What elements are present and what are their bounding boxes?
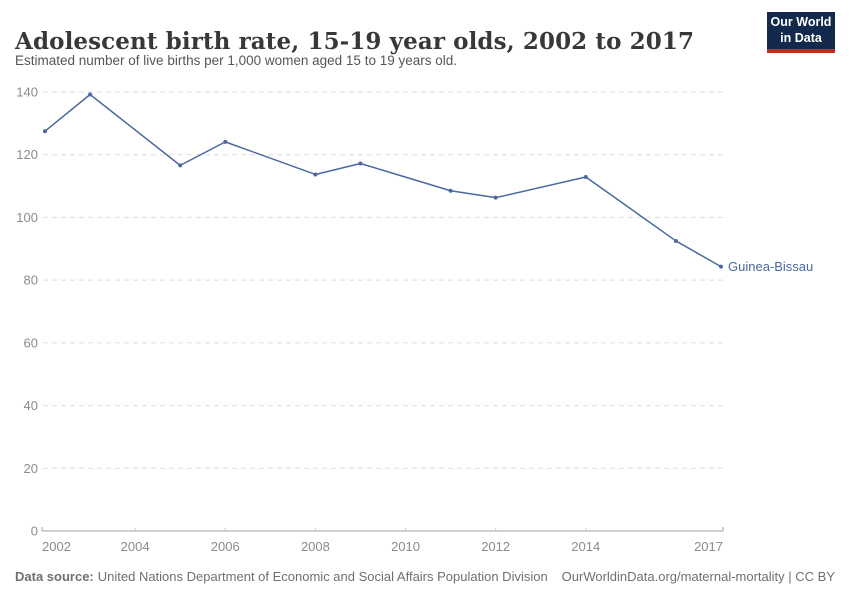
data-point-marker — [673, 238, 678, 243]
data-point-marker — [493, 195, 498, 200]
data-point-marker — [448, 188, 453, 193]
x-tick-label: 2014 — [571, 539, 600, 554]
y-tick-label: 100 — [16, 210, 38, 225]
data-point-marker — [178, 163, 183, 168]
x-tick-label: 2002 — [42, 539, 71, 554]
data-source-label: Data source: — [15, 569, 94, 584]
chart-footer: Data source: United Nations Department of… — [15, 569, 835, 584]
x-tick-label: 2012 — [481, 539, 510, 554]
owid-logo-line2: in Data — [780, 31, 822, 45]
owid-logo-box: Our World in Data — [767, 12, 835, 49]
owid-logo[interactable]: Our World in Data — [767, 12, 835, 53]
data-point-marker — [43, 129, 47, 134]
x-tick-label: 2004 — [121, 539, 150, 554]
data-point-marker — [88, 92, 93, 97]
owid-logo-line1: Our World — [770, 15, 832, 29]
x-tick-label: 2008 — [301, 539, 330, 554]
x-tick-label: 2010 — [391, 539, 420, 554]
y-tick-label: 60 — [24, 335, 38, 350]
data-point-marker — [583, 174, 588, 179]
series-line — [44, 93, 722, 268]
y-tick-label: 40 — [24, 398, 38, 413]
data-source-text: United Nations Department of Economic an… — [97, 569, 548, 584]
chart-subtitle: Estimated number of live births per 1,00… — [15, 53, 457, 68]
y-tick-label: 20 — [24, 461, 38, 476]
data-point-marker — [358, 161, 363, 166]
data-point-marker — [719, 264, 723, 269]
y-tick-label: 0 — [31, 524, 38, 539]
data-point-marker — [313, 172, 318, 177]
series-end-label: Guinea-Bissau — [728, 259, 813, 274]
y-tick-label: 140 — [16, 85, 38, 100]
chart-title: Adolescent birth rate, 15-19 year olds, … — [15, 28, 695, 56]
data-point-marker — [223, 139, 228, 144]
y-tick-label: 80 — [24, 273, 38, 288]
owid-logo-accent-bar — [767, 49, 835, 53]
y-tick-label: 120 — [16, 147, 38, 162]
data-source: Data source: United Nations Department of… — [15, 569, 548, 584]
x-tick-label: 2006 — [211, 539, 240, 554]
x-tick-label: 2017 — [694, 539, 723, 554]
footer-link[interactable]: OurWorldinData.org/maternal-mortality | … — [561, 569, 835, 584]
